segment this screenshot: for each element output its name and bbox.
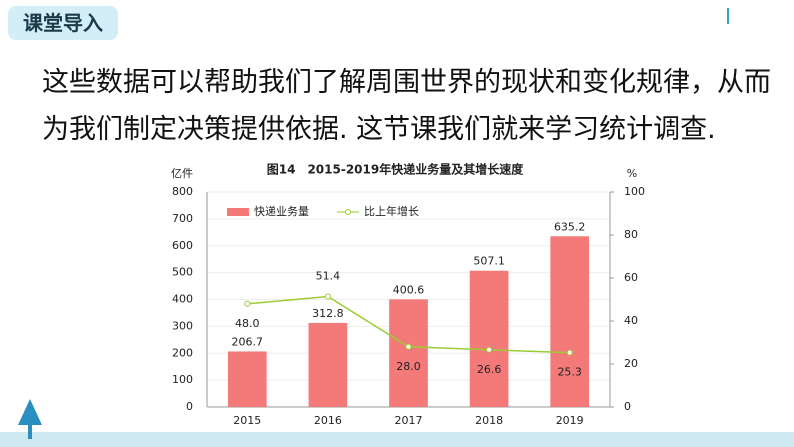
- y-axis-label: 亿件: [171, 167, 193, 180]
- decor-line: [727, 8, 729, 24]
- x-tick-label: 2016: [314, 414, 342, 427]
- marker: [486, 346, 493, 353]
- chart-title: 图14 2015-2019年快递业务量及其增长速度: [267, 162, 524, 177]
- y2-tick-label: 80: [624, 228, 638, 241]
- marker: [566, 349, 573, 356]
- bar: [469, 270, 509, 407]
- legend-label: 快递业务量: [254, 204, 309, 218]
- bar: [389, 299, 428, 407]
- data-label: 312.8: [312, 307, 344, 320]
- footer-band: [0, 432, 794, 447]
- y-tick-label: 300: [172, 319, 193, 332]
- marker: [405, 343, 412, 350]
- data-label: 26.6: [477, 363, 502, 376]
- paragraph-line: 为我们制定决策提供依据. 这节课我们就来学习统计调查.: [42, 114, 716, 145]
- bar: [308, 322, 348, 407]
- header: 课堂导入: [8, 6, 118, 40]
- legend-swatch: [345, 209, 351, 215]
- bar: [550, 236, 590, 407]
- legend-label: 比上年增长: [364, 204, 419, 218]
- data-label: 25.3: [557, 366, 582, 379]
- marker: [244, 300, 251, 307]
- x-tick-label: 2018: [475, 414, 503, 427]
- data-label: 48.0: [235, 317, 260, 330]
- x-tick-label: 2015: [233, 414, 261, 427]
- x-tick-label: 2017: [395, 414, 423, 427]
- y2-tick-label: 0: [624, 400, 631, 413]
- data-label: 635.2: [554, 220, 586, 233]
- y2-tick-label: 20: [624, 357, 638, 370]
- y-tick-label: 400: [172, 293, 193, 306]
- y-tick-label: 500: [172, 266, 193, 279]
- data-label: 206.7: [232, 335, 264, 348]
- y-tick-label: 0: [186, 400, 193, 413]
- y2-axis-label: %: [627, 167, 637, 180]
- y2-tick-label: 40: [624, 314, 638, 327]
- data-label: 51.4: [316, 269, 341, 282]
- y-tick-label: 700: [172, 212, 193, 225]
- data-label: 28.0: [396, 360, 421, 373]
- marker: [324, 293, 331, 300]
- y2-tick-label: 100: [624, 185, 645, 198]
- tree-icon: [18, 399, 42, 439]
- y-tick-label: 100: [172, 373, 193, 386]
- data-label: 507.1: [473, 255, 505, 268]
- y-tick-label: 200: [172, 346, 193, 359]
- paragraph-line: 这些数据可以帮助我们了解周围世界的现状和变化规律，从而: [42, 67, 771, 98]
- y-tick-label: 600: [172, 239, 193, 252]
- bar: [227, 351, 267, 407]
- y2-tick-label: 60: [624, 271, 638, 284]
- legend-swatch: [227, 208, 249, 216]
- x-tick-label: 2019: [556, 414, 584, 427]
- data-label: 400.6: [393, 283, 425, 296]
- y-tick-label: 800: [172, 185, 193, 198]
- chart: 图14 2015-2019年快递业务量及其增长速度 亿件 % 010020030…: [171, 162, 645, 428]
